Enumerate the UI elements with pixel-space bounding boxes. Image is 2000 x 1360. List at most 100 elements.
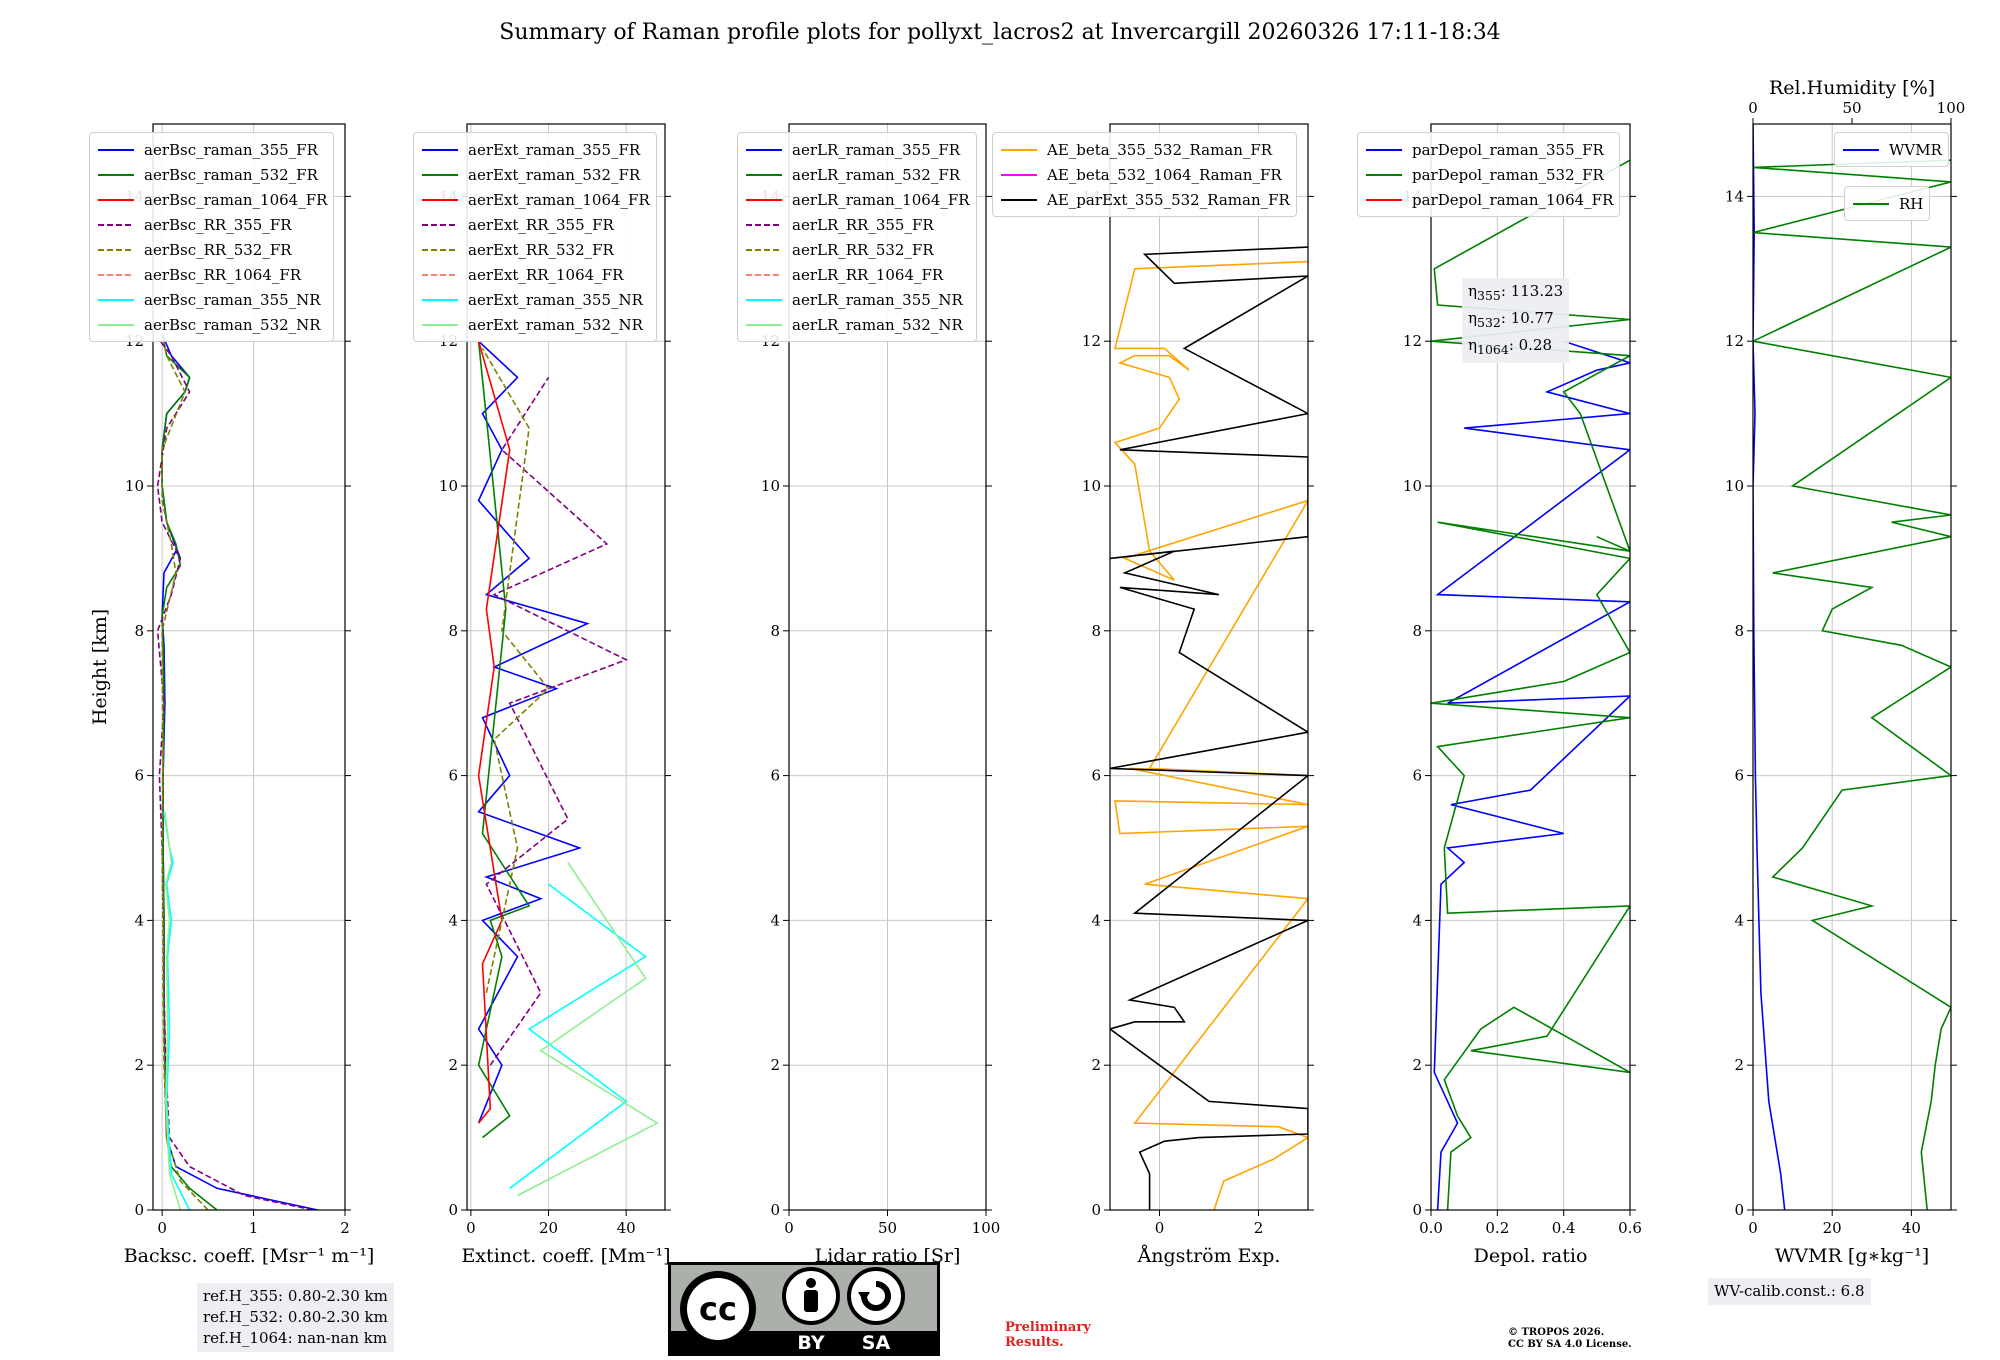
legend-label: aerExt_raman_355_FR	[468, 140, 641, 159]
axes-frame-bsc	[152, 123, 346, 1211]
series-aerExt_RR_532_FR	[481, 347, 550, 993]
sa-arrowhead-icon	[858, 1292, 870, 1302]
x-tick-label-lr: 100	[972, 1219, 1001, 1237]
legend-entry: AE_beta_355_532_Raman_FR	[999, 137, 1290, 162]
legend-label: aerLR_raman_532_FR	[792, 165, 961, 184]
y-tick-label-bsc: 0	[134, 1201, 144, 1219]
x-tick-label-ext: 0	[466, 1219, 476, 1237]
legend-label: aerBsc_raman_532_FR	[144, 165, 318, 184]
legend-label: aerExt_RR_355_FR	[468, 215, 614, 234]
y-tick-label-ext: 0	[448, 1201, 458, 1219]
y-tick-label-wv: 12	[1725, 332, 1744, 350]
panel-ae: 0202468101214Ångström Exp.	[1082, 123, 1314, 1267]
legend-swatch	[1366, 148, 1402, 151]
legend-swatch	[422, 248, 458, 251]
legend-swatch	[422, 273, 458, 276]
legend-swatch	[422, 173, 458, 176]
y-tick-label-ext: 6	[448, 767, 458, 785]
x-tick-label-wv: 40	[1902, 1219, 1921, 1237]
legend-entry: aerExt_raman_355_FR	[420, 137, 650, 162]
legend-swatch	[746, 198, 782, 201]
figure-title: Summary of Raman profile plots for polly…	[499, 20, 1501, 45]
legend-depol: parDepol_raman_355_FR parDepol_raman_532_…	[1357, 132, 1621, 217]
series-aerBsc_raman_355_FR	[161, 333, 318, 1210]
x-tick-label-wv: 0	[1748, 1219, 1758, 1237]
legend-entry: aerExt_RR_355_FR	[420, 212, 650, 237]
legend-entry: WVMR	[1841, 137, 1942, 162]
legend-lr: aerLR_raman_355_FR aerLR_raman_532_FR aerL…	[737, 132, 977, 342]
x-axis-label-depol: Depol. ratio	[1474, 1245, 1588, 1267]
x-tick-label-depol: 0.0	[1419, 1219, 1443, 1237]
legend-label: aerLR_RR_532_FR	[792, 240, 934, 259]
y-tick-label-depol: 8	[1412, 622, 1422, 640]
cc-circle-inner	[687, 1278, 749, 1340]
y-tick-label-lr: 2	[770, 1056, 780, 1074]
legend-entry: aerLR_RR_532_FR	[744, 237, 970, 262]
y-tick-label-ext: 4	[448, 911, 458, 929]
y-tick-label-depol: 2	[1412, 1056, 1422, 1074]
legend-swatch	[98, 298, 134, 301]
preliminary-line-2: Results.	[1005, 1335, 1064, 1350]
series-aerExt_raman_355_FR	[477, 340, 590, 1124]
x-tick-label-wv: 20	[1823, 1219, 1842, 1237]
y-tick-label-depol: 6	[1412, 767, 1422, 785]
y-tick-label-ae: 12	[1082, 332, 1101, 350]
legend-swatch	[98, 323, 134, 326]
legend-label: parDepol_raman_1064_FR	[1412, 190, 1614, 209]
legend-label: parDepol_raman_355_FR	[1412, 140, 1604, 159]
copyright-line-2: CC BY SA 4.0 License.	[1508, 1339, 1632, 1350]
x-axis-label-ext: Extinct. coeff. [Mm⁻¹]	[461, 1245, 670, 1267]
series-aerExt_raman_355_NR	[509, 883, 648, 1189]
legend-entry: aerLR_raman_532_FR	[744, 162, 970, 187]
y-tick-label-wv: 14	[1725, 187, 1744, 205]
legend-swatch	[98, 248, 134, 251]
y-tick-label-lr: 6	[770, 767, 780, 785]
x-tick-label-depol: 0.2	[1485, 1219, 1509, 1237]
legend-swatch	[422, 223, 458, 226]
axes-frame-wv	[1752, 123, 1952, 1211]
legend-label: aerLR_RR_1064_FR	[792, 265, 944, 284]
x-tick-label-depol: 0.6	[1618, 1219, 1642, 1237]
legend-entry: AE_beta_532_1064_Raman_FR	[999, 162, 1290, 187]
x-tick-label-bsc: 0	[157, 1219, 167, 1237]
series-aerExt_raman_1064_FR	[477, 340, 511, 1124]
y-tick-label-ae: 10	[1082, 477, 1101, 495]
legend-swatch	[746, 248, 782, 251]
legend-label: aerBsc_RR_532_FR	[144, 240, 292, 259]
legend-label: aerBsc_raman_355_FR	[144, 140, 318, 159]
by-person-head-icon	[806, 1278, 816, 1288]
legend-entry: aerLR_RR_355_FR	[744, 212, 970, 237]
legend-entry: aerExt_raman_532_FR	[420, 162, 650, 187]
legend-entry: aerLR_raman_355_NR	[744, 287, 970, 312]
legend-label: RH	[1899, 194, 1924, 213]
legend-label: aerExt_raman_532_NR	[468, 315, 643, 334]
y-tick-label-wv: 2	[1734, 1056, 1744, 1074]
legend-ae: AE_beta_355_532_Raman_FR AE_beta_532_1064…	[992, 132, 1297, 217]
legend-entry: aerExt_raman_532_NR	[420, 312, 650, 337]
legend-swatch	[422, 298, 458, 301]
legend-entry: aerLR_raman_1064_FR	[744, 187, 970, 212]
y-tick-label-lr: 10	[761, 477, 780, 495]
reference-height-box: ref.H_355: 0.80-2.30 km ref.H_532: 0.80-…	[197, 1283, 394, 1352]
legend-entry: aerBsc_raman_355_FR	[96, 137, 327, 162]
axes-frame-ae	[1109, 123, 1309, 1211]
legend-label: aerLR_raman_1064_FR	[792, 190, 970, 209]
ref-height-355: ref.H_355: 0.80-2.30 km	[203, 1287, 388, 1305]
x-tick-label-lr: 0	[784, 1219, 794, 1237]
eta-calibration-box: η355: 113.23 η532: 10.77 η1064: 0.28	[1462, 278, 1570, 363]
legend-entry: AE_parExt_355_532_Raman_FR	[999, 187, 1290, 212]
series-aerBsc_RR_532_FR	[161, 333, 209, 1210]
legend-label: aerLR_raman_532_NR	[792, 315, 963, 334]
ref-height-532: ref.H_532: 0.80-2.30 km	[203, 1308, 388, 1326]
legend-wv: WVMR	[1834, 132, 1949, 167]
y-tick-label-bsc: 10	[125, 477, 144, 495]
series-aerBsc_raman_355_NR	[163, 811, 191, 1210]
series-parDepol_raman_532_FR	[1431, 159, 1630, 1210]
copyright-line-1: © TROPOS 2026.	[1508, 1327, 1605, 1338]
copyright-note: © TROPOS 2026. CC BY SA 4.0 License.	[1508, 1327, 1632, 1351]
y-tick-label-wv: 10	[1725, 477, 1744, 495]
eta-355: η355: 113.23	[1468, 282, 1564, 303]
legend-label: aerBsc_raman_1064_FR	[144, 190, 328, 209]
legend-entry: aerBsc_RR_1064_FR	[96, 262, 327, 287]
